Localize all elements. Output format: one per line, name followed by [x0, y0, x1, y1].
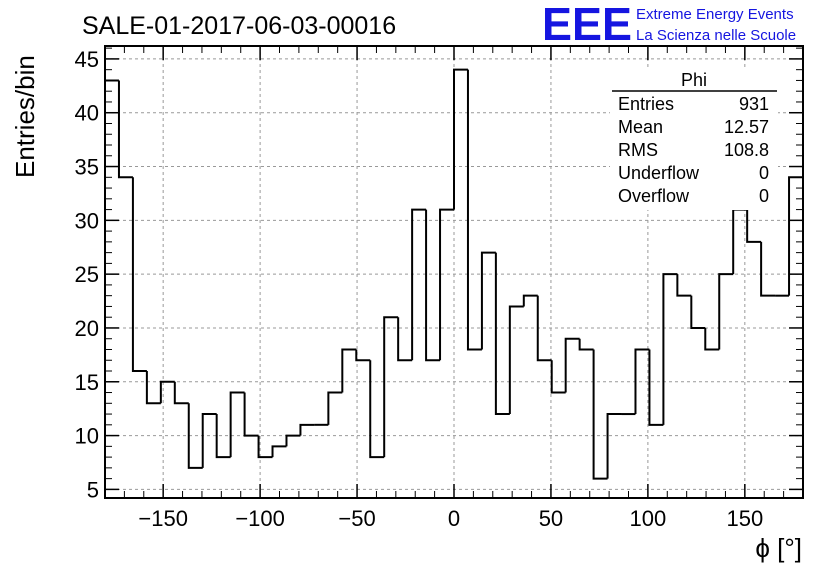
stats-row-label: Overflow	[618, 186, 690, 206]
histogram-bin	[592, 349, 608, 480]
y-tick-label: 25	[75, 262, 99, 287]
histogram-bin	[704, 327, 720, 351]
histogram-bin	[341, 348, 357, 393]
histogram-bin	[634, 348, 650, 415]
x-tick-label: −150	[138, 506, 188, 531]
histogram-bin	[173, 381, 189, 405]
logo-line2: La Scienza nelle Scuole	[636, 27, 796, 44]
histogram-bin	[355, 349, 371, 362]
histogram-bin	[117, 80, 133, 179]
y-tick-label: 40	[75, 101, 99, 126]
axis-ticks	[105, 46, 803, 498]
tick-labels: −150 −100 −50 0 50 100 150 5 10 15 20 25 30 35 40 45	[75, 47, 764, 531]
histogram-bin	[676, 274, 692, 297]
histogram-bin	[453, 68, 468, 210]
x-tick-label: −100	[235, 506, 285, 531]
stats-row-label: Mean	[618, 117, 663, 137]
x-tick-label: 50	[539, 506, 563, 531]
histogram-bin	[285, 434, 301, 447]
histogram-bin	[425, 209, 441, 362]
histogram-bin	[159, 380, 175, 404]
stats-row-value: 0	[759, 163, 769, 183]
histogram-bars	[104, 68, 804, 498]
eee-logo: EEE Extreme Energy Events La Scienza nel…	[542, 0, 796, 50]
histogram-bin	[411, 208, 427, 361]
stats-row-value: 108.8	[724, 140, 769, 160]
histogram-bin	[145, 371, 161, 405]
stats-row-label: RMS	[618, 140, 658, 160]
histogram-bin	[494, 252, 510, 416]
histogram-bin	[578, 338, 594, 351]
histogram-bin	[662, 273, 678, 425]
histogram-bin	[564, 337, 580, 393]
histogram-bin	[271, 445, 287, 458]
histogram-bin	[257, 435, 273, 459]
y-tick-label: 30	[75, 208, 99, 233]
logo-line1: Extreme Energy Events	[636, 6, 794, 23]
histogram-bin	[327, 391, 343, 425]
histogram-bin	[187, 403, 203, 469]
histogram-bin	[397, 317, 413, 362]
histogram-bin	[522, 294, 538, 307]
stats-title: Phi	[681, 70, 707, 90]
histogram-bin	[536, 295, 552, 362]
histogram-bin	[606, 413, 622, 479]
histogram-bin	[648, 349, 664, 426]
histogram-bin	[215, 414, 231, 459]
histogram-bin	[718, 273, 734, 350]
x-tick-label: −50	[338, 506, 375, 531]
y-tick-label: 20	[75, 316, 99, 341]
histogram-bin	[369, 360, 385, 459]
histogram-bin	[299, 423, 315, 436]
histogram-bin	[383, 316, 399, 458]
histogram-bin	[466, 69, 482, 351]
y-tick-label: 5	[87, 477, 99, 502]
histogram-bin	[760, 241, 776, 297]
histogram-bin	[508, 305, 524, 415]
histogram-bin	[131, 177, 147, 373]
x-tick-label: 100	[630, 506, 667, 531]
histogram-bin	[201, 413, 217, 468]
chart-title: SALE-01-2017-06-03-00016	[82, 12, 396, 40]
x-axis-label: ϕ [°]	[755, 533, 802, 563]
histogram-bin	[690, 295, 706, 329]
stats-row-value: 12.57	[724, 117, 769, 137]
stats-row-label: Entries	[618, 94, 674, 114]
y-axis-label: Entries/bin	[10, 55, 40, 178]
y-tick-label: 35	[75, 155, 99, 180]
y-tick-label: 10	[75, 424, 99, 449]
histogram-bin	[480, 251, 496, 350]
histogram-bin	[788, 176, 804, 498]
histogram-bin	[746, 209, 762, 243]
logo-mark: EEE	[542, 0, 632, 50]
histogram-bin	[243, 392, 259, 437]
stats-row-value: 0	[759, 186, 769, 206]
stats-rows: Entries 931 Mean 12.57 RMS 108.8 Underflow 0 Ove…	[618, 94, 769, 206]
y-tick-label: 15	[75, 370, 99, 395]
histogram-bin	[550, 360, 566, 394]
x-tick-label: 150	[726, 506, 763, 531]
y-tick-label: 45	[75, 47, 99, 72]
stats-row-value: 931	[739, 94, 769, 114]
histogram-bin	[229, 391, 245, 458]
x-tick-label: 0	[448, 506, 460, 531]
stats-row-label: Underflow	[618, 163, 700, 183]
stats-box: Phi Entries 931 Mean 12.57 RMS 108.8 Underflow…	[610, 70, 778, 210]
histogram-bin	[439, 208, 454, 361]
